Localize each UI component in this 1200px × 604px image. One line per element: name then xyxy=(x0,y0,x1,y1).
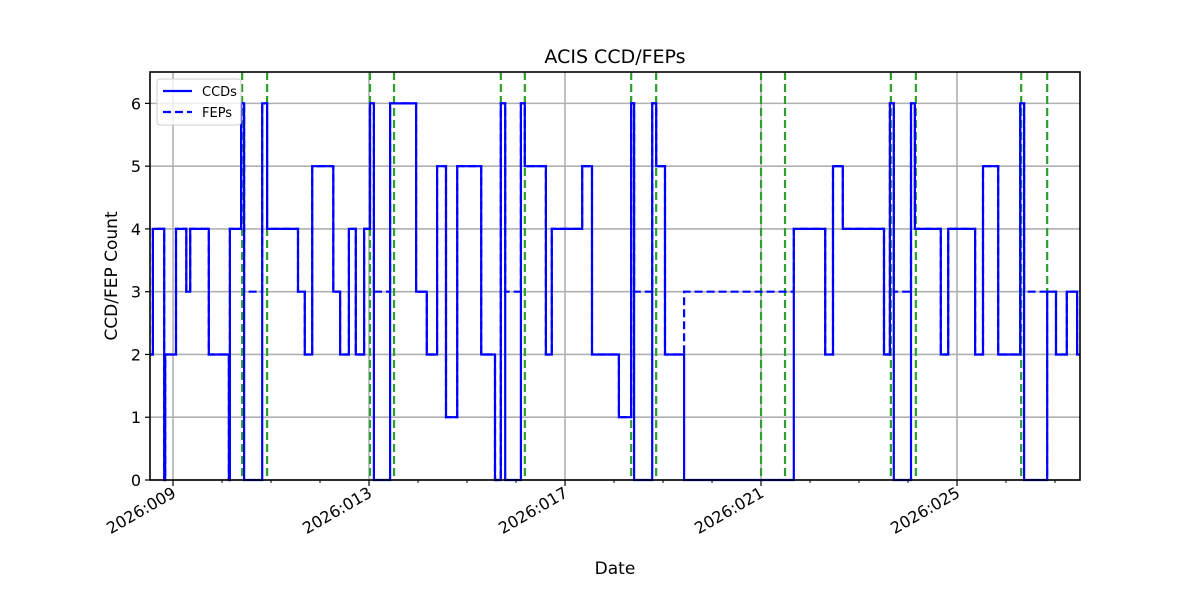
x-tick-label: 2026:013 xyxy=(299,483,375,538)
legend-label-feps: FEPs xyxy=(202,106,232,121)
x-tick-label: 2026:025 xyxy=(887,483,963,538)
x-axis-ticks: 2026:009 2026:013 2026:017 2026:021 2026:025 xyxy=(103,480,1056,538)
y-tick-label: 6 xyxy=(131,94,141,113)
legend-label-ccds: CCDs xyxy=(202,85,237,100)
y-tick-label: 2 xyxy=(131,345,141,364)
legend: CCDs FEPs xyxy=(156,78,242,126)
chart-title: ACIS CCD/FEPs xyxy=(544,46,685,68)
y-tick-label: 0 xyxy=(131,471,141,490)
vertical-markers xyxy=(241,72,1049,480)
y-axis-label: CCD/FEP Count xyxy=(102,211,122,341)
y-tick-label: 5 xyxy=(131,157,141,176)
x-tick-label: 2026:009 xyxy=(103,483,179,538)
x-tick-label: 2026:021 xyxy=(691,483,767,538)
x-tick-label: 2026:017 xyxy=(495,483,571,538)
x-axis-label: Date xyxy=(595,559,636,579)
y-tick-label: 3 xyxy=(131,283,141,302)
y-axis-ticks: 0 1 2 3 4 5 6 xyxy=(131,94,150,490)
plot-frame xyxy=(149,71,1081,481)
y-tick-label: 1 xyxy=(131,408,141,427)
y-tick-label: 4 xyxy=(131,220,141,239)
